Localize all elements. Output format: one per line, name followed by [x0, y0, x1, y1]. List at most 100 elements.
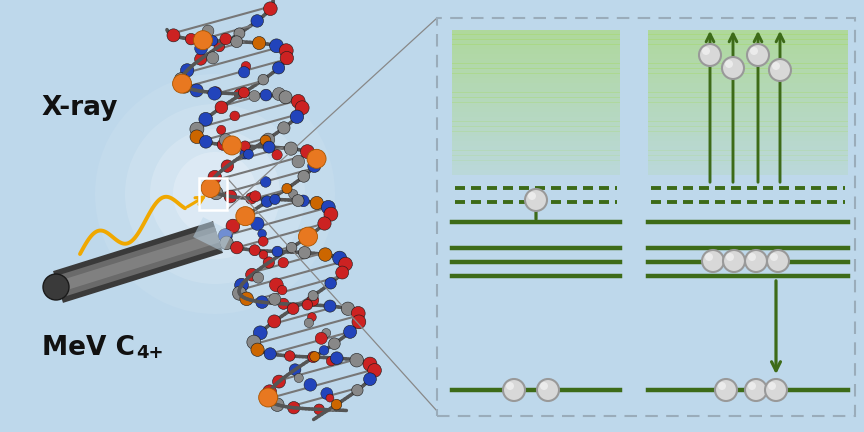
Circle shape	[298, 171, 309, 182]
Circle shape	[308, 313, 316, 321]
Text: X-ray: X-ray	[42, 95, 118, 121]
Bar	[452, 49, 620, 54]
Bar	[648, 121, 848, 127]
Circle shape	[260, 135, 271, 146]
Circle shape	[272, 375, 285, 388]
Circle shape	[308, 150, 323, 164]
Circle shape	[194, 31, 213, 50]
Text: MeV C: MeV C	[42, 335, 135, 361]
Circle shape	[723, 250, 745, 272]
Bar	[648, 44, 848, 49]
Bar	[437, 18, 855, 416]
Circle shape	[249, 90, 260, 102]
Circle shape	[287, 303, 299, 314]
Bar	[648, 92, 848, 98]
Circle shape	[304, 318, 314, 327]
Circle shape	[769, 59, 791, 81]
Bar	[452, 126, 620, 131]
Circle shape	[253, 326, 267, 340]
Bar	[452, 165, 620, 170]
Circle shape	[258, 388, 277, 407]
Circle shape	[262, 133, 275, 146]
Circle shape	[215, 101, 228, 114]
Circle shape	[251, 217, 264, 230]
Circle shape	[245, 268, 258, 281]
Circle shape	[261, 196, 273, 207]
Circle shape	[747, 44, 769, 66]
Bar	[648, 126, 848, 131]
Circle shape	[260, 89, 272, 101]
Circle shape	[258, 236, 268, 246]
Circle shape	[269, 293, 281, 305]
Circle shape	[725, 60, 733, 68]
Circle shape	[748, 382, 756, 390]
Circle shape	[236, 206, 255, 226]
Bar	[452, 73, 620, 78]
Circle shape	[765, 379, 787, 401]
Bar	[648, 49, 848, 54]
Bar	[648, 83, 848, 88]
Bar	[452, 155, 620, 161]
Bar	[452, 39, 620, 44]
Circle shape	[324, 207, 338, 221]
Bar	[648, 54, 848, 59]
Circle shape	[341, 302, 354, 315]
Circle shape	[238, 67, 250, 78]
Bar	[452, 44, 620, 49]
Circle shape	[181, 64, 194, 77]
Circle shape	[190, 122, 204, 136]
Bar	[648, 73, 848, 78]
Bar	[648, 160, 848, 165]
Circle shape	[178, 79, 192, 93]
Circle shape	[321, 388, 333, 400]
Circle shape	[315, 332, 327, 344]
Bar	[452, 34, 620, 40]
Circle shape	[190, 84, 203, 97]
Circle shape	[363, 357, 377, 371]
Bar	[452, 160, 620, 165]
Circle shape	[240, 141, 251, 151]
Circle shape	[199, 112, 213, 126]
Circle shape	[256, 296, 269, 308]
Circle shape	[506, 382, 514, 390]
Circle shape	[263, 141, 275, 153]
Circle shape	[284, 142, 297, 155]
Circle shape	[200, 136, 213, 148]
Ellipse shape	[95, 74, 335, 314]
Circle shape	[310, 352, 320, 362]
Bar	[452, 88, 620, 93]
Ellipse shape	[150, 129, 280, 259]
Circle shape	[314, 404, 325, 415]
Circle shape	[241, 208, 254, 221]
Circle shape	[219, 236, 233, 250]
Bar	[648, 155, 848, 161]
Circle shape	[186, 33, 197, 45]
Circle shape	[748, 253, 756, 261]
Circle shape	[279, 44, 293, 58]
Circle shape	[263, 385, 276, 399]
Circle shape	[325, 277, 336, 289]
Circle shape	[272, 150, 283, 160]
Bar	[648, 34, 848, 40]
Circle shape	[308, 291, 318, 301]
Circle shape	[327, 356, 336, 366]
Circle shape	[272, 62, 285, 74]
Circle shape	[208, 170, 221, 184]
Circle shape	[280, 51, 294, 65]
Circle shape	[770, 253, 778, 261]
Circle shape	[767, 250, 789, 272]
Circle shape	[232, 286, 246, 300]
Bar	[648, 107, 848, 112]
Bar	[452, 141, 620, 146]
Bar	[648, 78, 848, 83]
Circle shape	[238, 87, 250, 98]
Circle shape	[194, 53, 206, 65]
Circle shape	[241, 61, 251, 71]
Circle shape	[220, 33, 232, 45]
Circle shape	[288, 401, 300, 414]
Circle shape	[219, 133, 232, 146]
Circle shape	[234, 28, 245, 39]
Circle shape	[201, 178, 220, 197]
Circle shape	[328, 338, 340, 349]
Circle shape	[251, 343, 264, 356]
